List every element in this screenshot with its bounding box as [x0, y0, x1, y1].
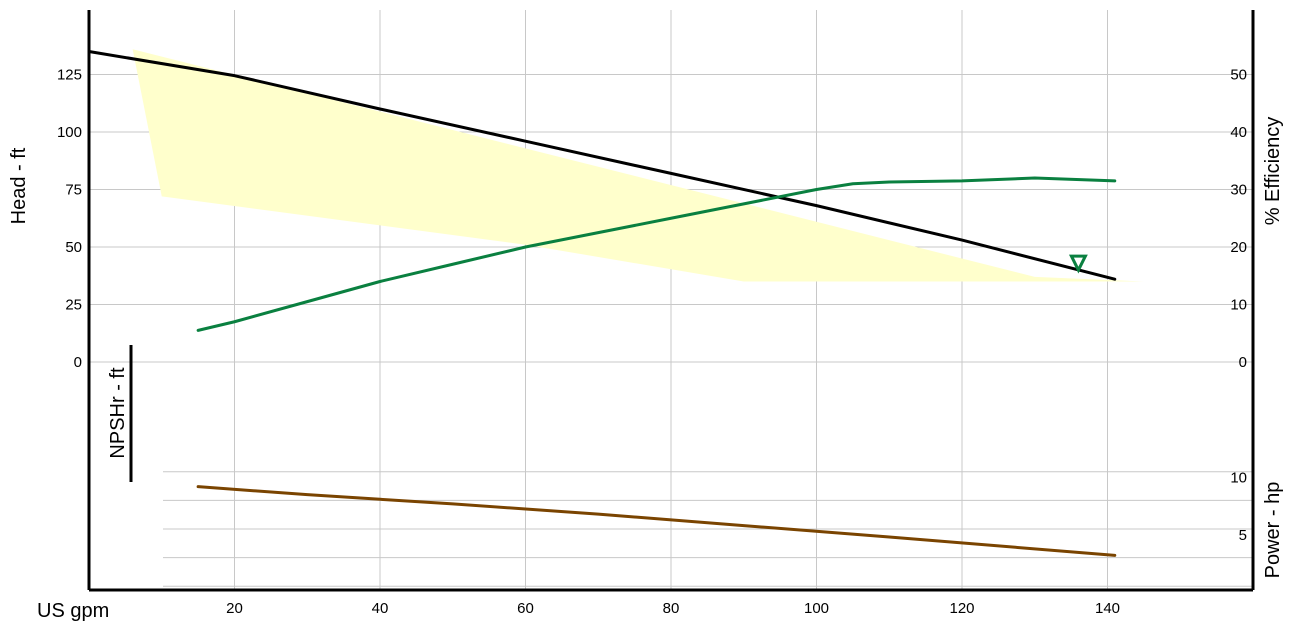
power-tick-label: 10: [1230, 470, 1247, 487]
series-lines: [87, 50, 1117, 557]
x-tick-label: 100: [804, 600, 829, 617]
x-tick-label: 40: [372, 600, 389, 617]
head-tick-label: 75: [65, 182, 82, 199]
efficiency-tick-label: 0: [1239, 354, 1247, 371]
power-tick-label: 5: [1239, 527, 1247, 544]
x-tick-label: 120: [949, 600, 974, 617]
x-tick-label: 60: [517, 600, 534, 617]
efficiency-tick-label: 20: [1230, 239, 1247, 256]
efficiency-axis-title: % Efficiency: [1262, 117, 1284, 226]
head-tick-label: 125: [57, 67, 82, 84]
power-axis-title: Power - hp: [1262, 482, 1284, 579]
operating-point-marker: [1068, 254, 1088, 274]
head-tick-label: 0: [74, 354, 82, 371]
tick-labels: 20 40 60 80 100 120 140 0 25 50 75 100 125 0 10 20 30 40 5…: [57, 67, 1247, 618]
efficiency-curve: [196, 176, 1117, 332]
head-axis-title: Head - ft: [8, 147, 30, 224]
head-tick-label: 50: [65, 239, 82, 256]
power-curve: [196, 485, 1117, 557]
x-tick-label: 80: [663, 600, 680, 617]
operating-region: [132, 49, 1144, 282]
npshr-axis-title: NPSHr - ft: [107, 367, 129, 459]
efficiency-tick-label: 30: [1230, 182, 1247, 199]
head-tick-label: 25: [65, 297, 82, 314]
efficiency-tick-label: 40: [1230, 124, 1247, 141]
x-tick-label: 140: [1095, 600, 1120, 617]
x-tick-label: 20: [226, 600, 243, 617]
head-curve: [87, 50, 1117, 281]
head-tick-label: 100: [57, 124, 82, 141]
efficiency-tick-label: 10: [1230, 297, 1247, 314]
axes: [87, 10, 1255, 592]
efficiency-tick-label: 50: [1230, 67, 1247, 84]
axis-titles: US gpm Head - ft NPSHr - ft % Efficiency…: [8, 117, 1284, 622]
x-axis-title: US gpm: [37, 600, 109, 622]
